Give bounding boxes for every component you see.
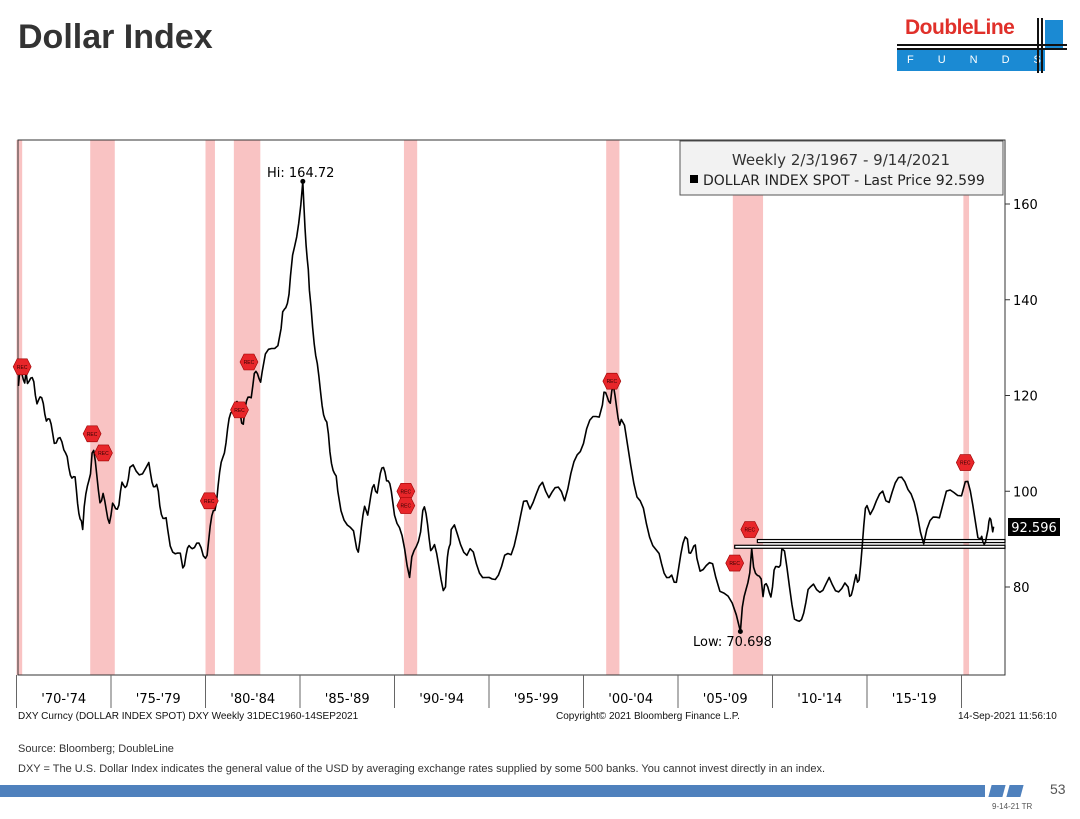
rec-marker: REC: [199, 492, 219, 510]
recession-band: [205, 140, 215, 675]
meta-right: 14-Sep-2021 11:56:10: [958, 711, 1057, 722]
logo-text: DoubleLine: [905, 16, 1015, 39]
rec-marker: REC: [396, 497, 416, 514]
rec-marker: REC: [94, 444, 113, 462]
rec-label: REC: [401, 504, 412, 510]
high-annotation: Hi: 164.72: [267, 166, 334, 181]
y-tick-label: 80: [1013, 581, 1030, 596]
plot-frame: [17, 139, 1006, 676]
rec-marker: REC: [12, 358, 32, 376]
rec-marker: REC: [230, 401, 249, 419]
svg-text:92.596: 92.596: [1011, 521, 1057, 536]
rec-octagon: [955, 454, 975, 471]
y-tick-label: 120: [1013, 390, 1038, 405]
rec-marker: REC: [725, 554, 745, 572]
x-tick-label: '90-'94: [419, 692, 464, 707]
recession-band: [16, 140, 23, 675]
y-tick-label: 100: [1013, 485, 1038, 500]
x-tick-label: '70-'74: [41, 692, 86, 707]
rec-label: REC: [244, 360, 255, 366]
dxy-note: DXY = The U.S. Dollar Index indicates th…: [18, 763, 826, 775]
rec-label: REC: [98, 451, 109, 457]
legend-entry: DOLLAR INDEX SPOT - Last Price 92.599: [703, 173, 985, 189]
x-tick-label: '05-'09: [703, 692, 748, 707]
doubleline-logo: DoubleLine FUNDS: [897, 16, 1067, 76]
recession-band: [90, 140, 115, 675]
x-tick-label: '15-'19: [892, 692, 937, 707]
legend-box: Weekly 2/3/1967 - 9/14/2021 DOLLAR INDEX…: [679, 140, 1004, 196]
rec-label: REC: [234, 408, 245, 414]
rec-marker: REC: [740, 521, 760, 538]
rec-octagon: [82, 425, 102, 443]
series-line: [17, 180, 995, 633]
legend-swatch: [690, 175, 698, 183]
x-tick-label: '85-'89: [325, 692, 370, 707]
footer-bar: [0, 785, 985, 797]
support-line: [734, 544, 1006, 549]
rec-label: REC: [87, 432, 98, 438]
rec-label: REC: [607, 379, 618, 385]
rec-label: REC: [960, 461, 971, 467]
rec-label: REC: [745, 528, 756, 534]
rec-octagon: [740, 521, 760, 538]
x-tick-label: '75-'79: [136, 692, 181, 707]
chart-title: Weekly 2/3/1967 - 9/14/2021: [732, 151, 950, 169]
rec-octagon: [396, 497, 416, 514]
doc-code: 9-14-21 TR: [992, 802, 1033, 811]
last-price-label: 92.596: [1008, 518, 1060, 536]
rec-marker: REC: [396, 482, 416, 500]
rec-octagon: [94, 444, 113, 462]
rec-octagon: [12, 358, 32, 376]
x-tick-label: '80-'84: [230, 692, 275, 707]
logo-sub: FUNDS: [897, 49, 1045, 71]
recession-band: [606, 140, 620, 675]
meta-center: Copyright© 2021 Bloomberg Finance L.P.: [556, 711, 740, 722]
x-tick-label: '95-'99: [514, 692, 559, 707]
source-note: Source: Bloomberg; DoubleLine: [18, 743, 174, 755]
rec-marker: REC: [602, 372, 622, 390]
x-tick-label: '00-'04: [608, 692, 653, 707]
page-title: Dollar Index: [18, 18, 213, 56]
low-point: [737, 629, 743, 635]
meta-left: DXY Curncy (DOLLAR INDEX SPOT) DXY Weekl…: [18, 711, 359, 722]
rec-octagon: [239, 353, 259, 371]
rec-octagon: [199, 492, 219, 510]
rec-marker: REC: [239, 353, 259, 371]
rec-octagon: [230, 401, 249, 419]
rec-label: REC: [729, 561, 740, 567]
rec-label: REC: [204, 499, 215, 505]
page-number: 53: [1050, 781, 1066, 797]
recession-band: [963, 140, 970, 675]
y-tick-label: 160: [1013, 198, 1038, 213]
high-point: [300, 178, 306, 184]
recession-band: [403, 140, 418, 675]
rec-octagon: [602, 372, 622, 390]
rec-label: REC: [401, 489, 412, 495]
recession-band: [732, 140, 764, 675]
y-tick-label: 140: [1013, 294, 1038, 309]
rec-octagon: [725, 554, 745, 572]
rec-marker: REC: [82, 425, 102, 443]
rec-marker: REC: [955, 454, 975, 471]
low-annotation: Low: 70.698: [693, 635, 772, 650]
rec-label: REC: [17, 365, 28, 371]
x-tick-label: '10-'14: [797, 692, 842, 707]
support-line: [756, 538, 1006, 544]
